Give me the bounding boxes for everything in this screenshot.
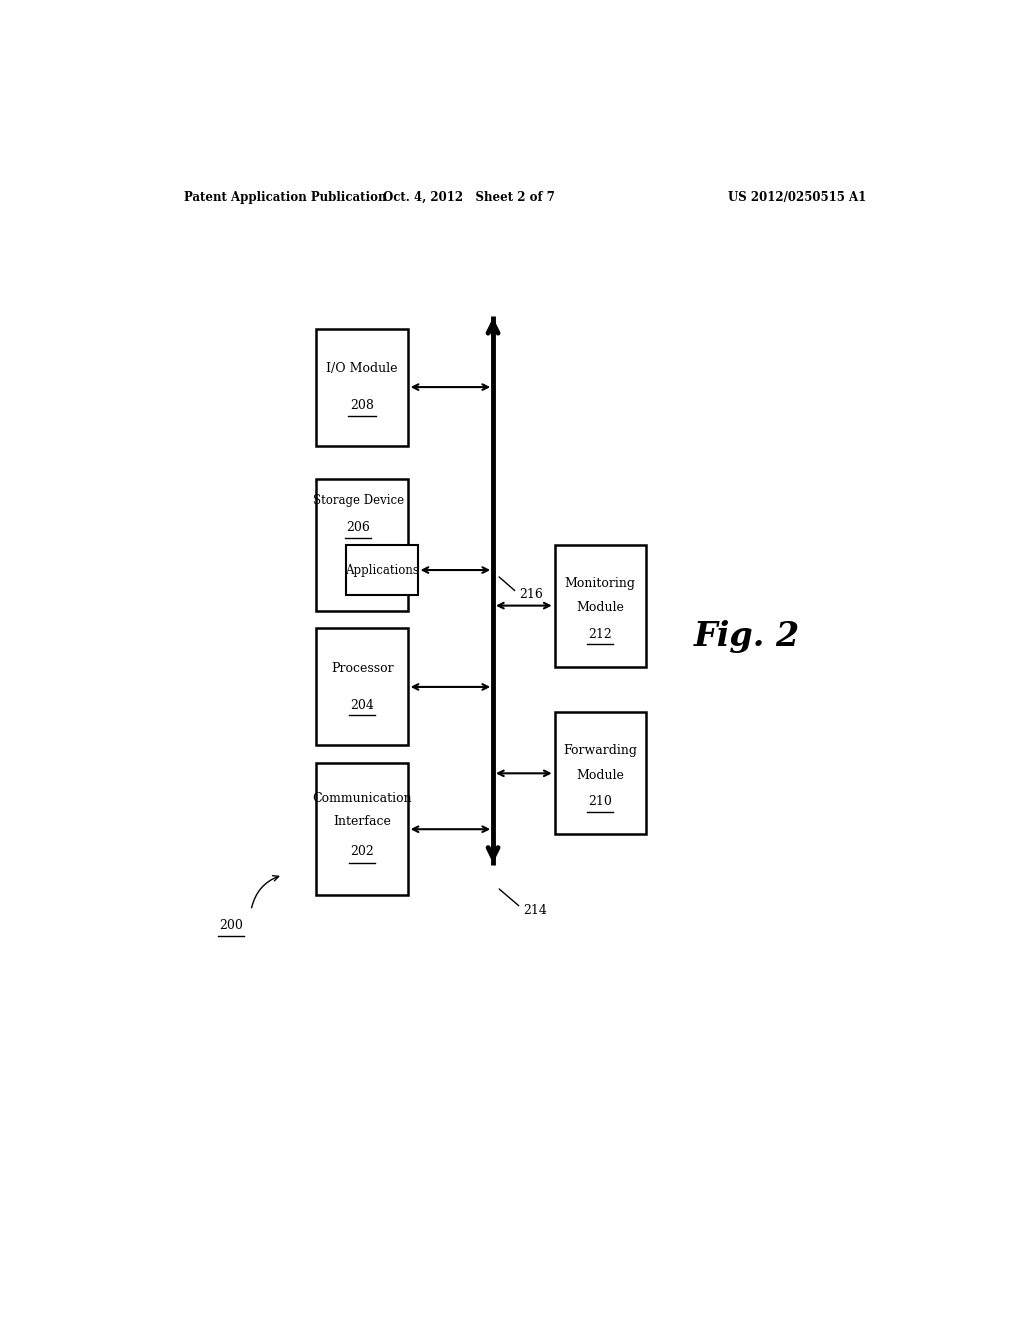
Text: Storage Device: Storage Device bbox=[312, 495, 403, 507]
Text: Communication: Communication bbox=[312, 792, 412, 805]
Text: 210: 210 bbox=[588, 795, 612, 808]
Bar bbox=[316, 763, 408, 895]
Bar bbox=[555, 713, 646, 834]
Text: Module: Module bbox=[577, 601, 625, 614]
Text: 214: 214 bbox=[523, 904, 547, 917]
Text: Oct. 4, 2012   Sheet 2 of 7: Oct. 4, 2012 Sheet 2 of 7 bbox=[383, 190, 555, 203]
Bar bbox=[316, 479, 408, 611]
FancyArrowPatch shape bbox=[252, 875, 279, 908]
Text: Monitoring: Monitoring bbox=[564, 577, 636, 590]
Text: Module: Module bbox=[577, 768, 625, 781]
Text: Applications: Applications bbox=[345, 564, 419, 577]
Text: Forwarding: Forwarding bbox=[563, 744, 637, 758]
Text: I/O Module: I/O Module bbox=[327, 362, 398, 375]
Text: Fig. 2: Fig. 2 bbox=[694, 619, 800, 652]
Text: 202: 202 bbox=[350, 845, 374, 858]
Text: Processor: Processor bbox=[331, 663, 393, 675]
Text: Interface: Interface bbox=[333, 814, 391, 828]
Text: Patent Application Publication: Patent Application Publication bbox=[183, 190, 386, 203]
Bar bbox=[316, 329, 408, 446]
Text: 204: 204 bbox=[350, 698, 374, 711]
Bar bbox=[555, 545, 646, 667]
Bar bbox=[316, 628, 408, 746]
Bar bbox=[346, 545, 418, 595]
Text: US 2012/0250515 A1: US 2012/0250515 A1 bbox=[728, 190, 866, 203]
Text: 216: 216 bbox=[519, 587, 543, 601]
Text: 200: 200 bbox=[219, 919, 243, 932]
Text: 208: 208 bbox=[350, 399, 374, 412]
Text: 212: 212 bbox=[589, 627, 612, 640]
Text: 206: 206 bbox=[346, 521, 370, 533]
